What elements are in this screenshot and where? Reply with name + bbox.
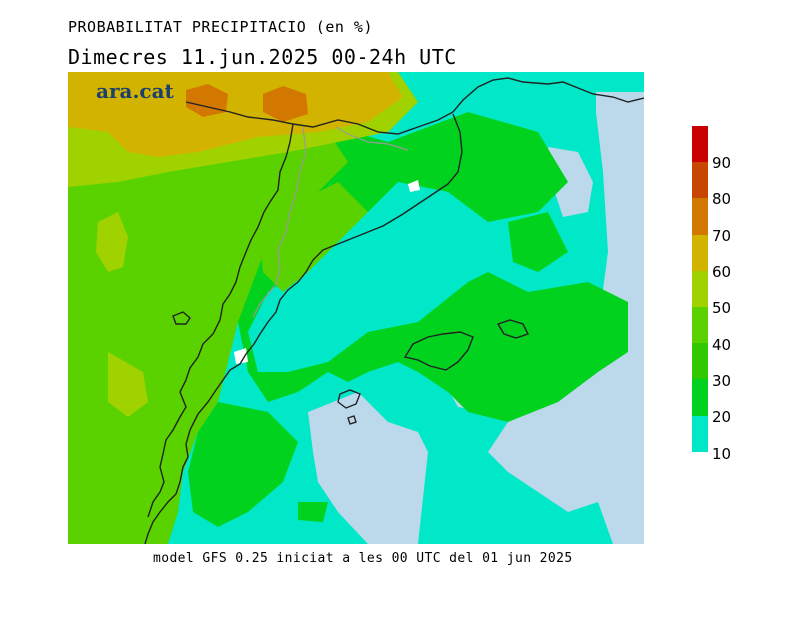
colorbar-segment-80: [692, 162, 708, 199]
colorbar-label-20: 20: [712, 408, 732, 426]
colorbar-label-70: 70: [712, 227, 732, 245]
map-date-subtitle: Dimecres 11.jun.2025 00-24h UTC: [68, 45, 457, 69]
lightgreen-areas: [68, 102, 368, 544]
colorbar-segment-50: [692, 270, 708, 307]
colorbar: [692, 126, 708, 452]
colorbar-label-30: 30: [712, 372, 732, 390]
coastlines: [144, 77, 644, 544]
colorbar-segment-20: [692, 379, 708, 416]
colorbar-segment-70: [692, 198, 708, 235]
map-svg: [68, 72, 644, 544]
inner-borders: [252, 126, 409, 318]
colorbar-label-40: 40: [712, 336, 732, 354]
colorbar-label-80: 80: [712, 190, 732, 208]
yellow-areas: [68, 72, 403, 157]
ara-cat-logo: ara.cat: [96, 79, 174, 103]
colorbar-label-50: 50: [712, 299, 732, 317]
low-probability-areas: [308, 92, 644, 544]
model-run-caption: model GFS 0.25 iniciat a les 00 UTC del …: [153, 551, 573, 566]
colorbar-segment-10: [692, 415, 708, 452]
colorbar-label-60: 60: [712, 263, 732, 281]
colorbar-segment-90: [692, 126, 708, 163]
colorbar-segment-40: [692, 306, 708, 344]
colorbar-label-10: 10: [712, 445, 732, 463]
colorbar-segment-60: [692, 234, 708, 271]
colorbar-label-90: 90: [712, 154, 732, 172]
colorbar-segment-30: [692, 343, 708, 380]
orange-areas: [186, 84, 308, 122]
precipitation-map: [68, 72, 644, 544]
no-data-spots: [234, 180, 420, 364]
map-title: PROBABILITAT PRECIPITACIO (en %): [68, 18, 373, 36]
